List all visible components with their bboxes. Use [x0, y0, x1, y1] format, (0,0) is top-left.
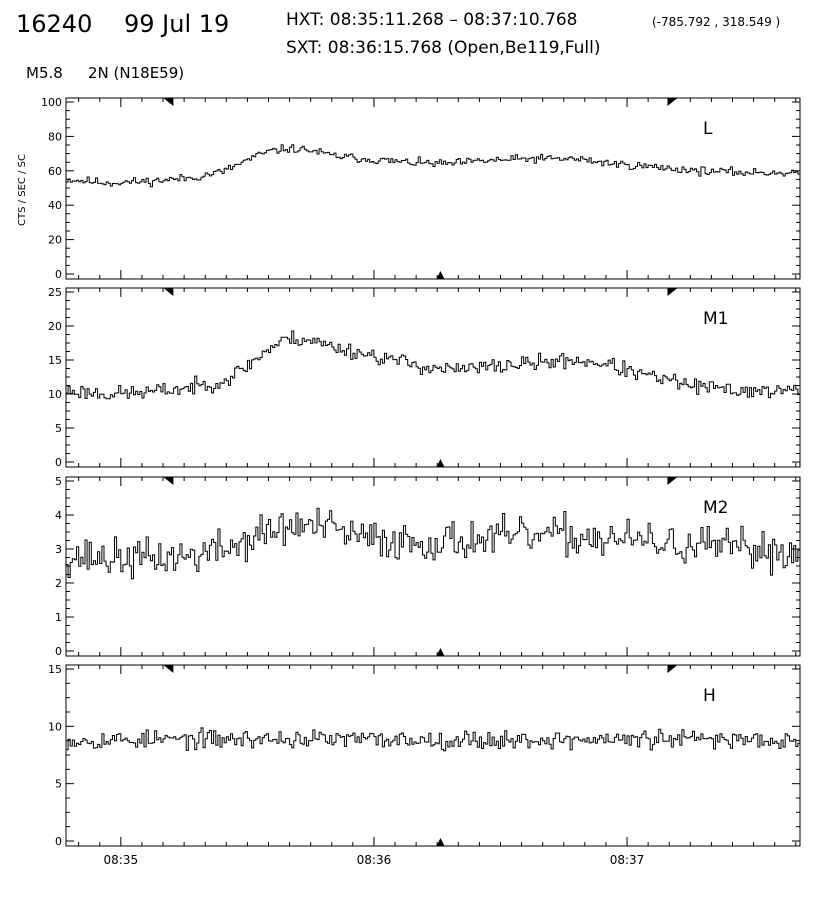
hxt-end-marker: [667, 665, 678, 673]
hxt-coordinates: (-785.792 , 318.549 ): [652, 15, 781, 29]
light-curve-h: [66, 727, 800, 752]
y-tick-label-h: 15: [48, 663, 62, 676]
y-tick-label-m1: 25: [48, 286, 62, 299]
panel-frame-h: [65, 664, 801, 847]
hxt-start-marker: [163, 288, 174, 296]
hxt-end-marker: [667, 477, 678, 485]
panel-label-m2: M2: [703, 498, 728, 518]
y-tick-label-m2: 2: [55, 577, 62, 590]
panel-frame-l: [65, 97, 801, 280]
panel-frame-m1: [65, 287, 801, 468]
light-curve-m1: [66, 330, 800, 400]
sxt-marker: [436, 459, 445, 467]
hxt-end-marker: [667, 288, 678, 296]
hxt-start-marker: [163, 98, 174, 106]
y-tick-label-m2: 4: [55, 509, 62, 522]
x-tick-label: 08:37: [610, 853, 645, 867]
y-tick-label-m2: 5: [55, 475, 62, 488]
sxt-marker: [436, 648, 445, 656]
y-tick-label-m1: 0: [55, 456, 62, 469]
hxt-end-marker: [667, 98, 678, 106]
y-tick-label-m1: 5: [55, 422, 62, 435]
y-tick-label-m1: 15: [48, 354, 62, 367]
y-tick-label-l: 100: [41, 96, 62, 109]
y-tick-label-m2: 0: [55, 645, 62, 658]
y-tick-label-l: 80: [48, 130, 62, 143]
sxt-marker: [436, 838, 445, 846]
y-tick-label-m1: 20: [48, 320, 62, 333]
observation-date: 99 Jul 19: [124, 10, 230, 38]
flare-designation: 2N (N18E59): [88, 64, 185, 82]
y-tick-label-m1: 10: [48, 388, 62, 401]
y-tick-label-h: 0: [55, 835, 62, 848]
y-tick-label-l: 20: [48, 234, 62, 247]
sxt-marker: [436, 271, 445, 279]
y-tick-label-l: 60: [48, 165, 62, 178]
hxt-start-marker: [163, 665, 174, 673]
light-curve-l: [66, 144, 800, 188]
hxt-time-range: HXT: 08:35:11.268 – 08:37:10.768: [286, 10, 578, 30]
y-tick-label-l: 0: [55, 268, 62, 281]
x-tick-label: 08:35: [104, 853, 139, 867]
y-tick-label-m2: 1: [55, 611, 62, 624]
event-id: 16240: [16, 10, 93, 38]
sxt-info: SXT: 08:36:15.768 (Open,Be119,Full): [286, 38, 601, 58]
y-tick-label-m2: 3: [55, 543, 62, 556]
panel-label-m1: M1: [703, 309, 728, 329]
panel-label-h: H: [703, 686, 716, 706]
goes-class: M5.8: [26, 64, 63, 82]
panel-label-l: L: [703, 119, 713, 139]
y-axis-label: CTS / SEC / SC: [17, 154, 28, 226]
hxt-start-marker: [163, 477, 174, 485]
y-tick-label-l: 40: [48, 199, 62, 212]
x-tick-label: 08:36: [357, 853, 392, 867]
y-tick-label-h: 5: [55, 778, 62, 791]
y-tick-label-h: 10: [48, 720, 62, 733]
light-curve-m2: [66, 507, 800, 580]
